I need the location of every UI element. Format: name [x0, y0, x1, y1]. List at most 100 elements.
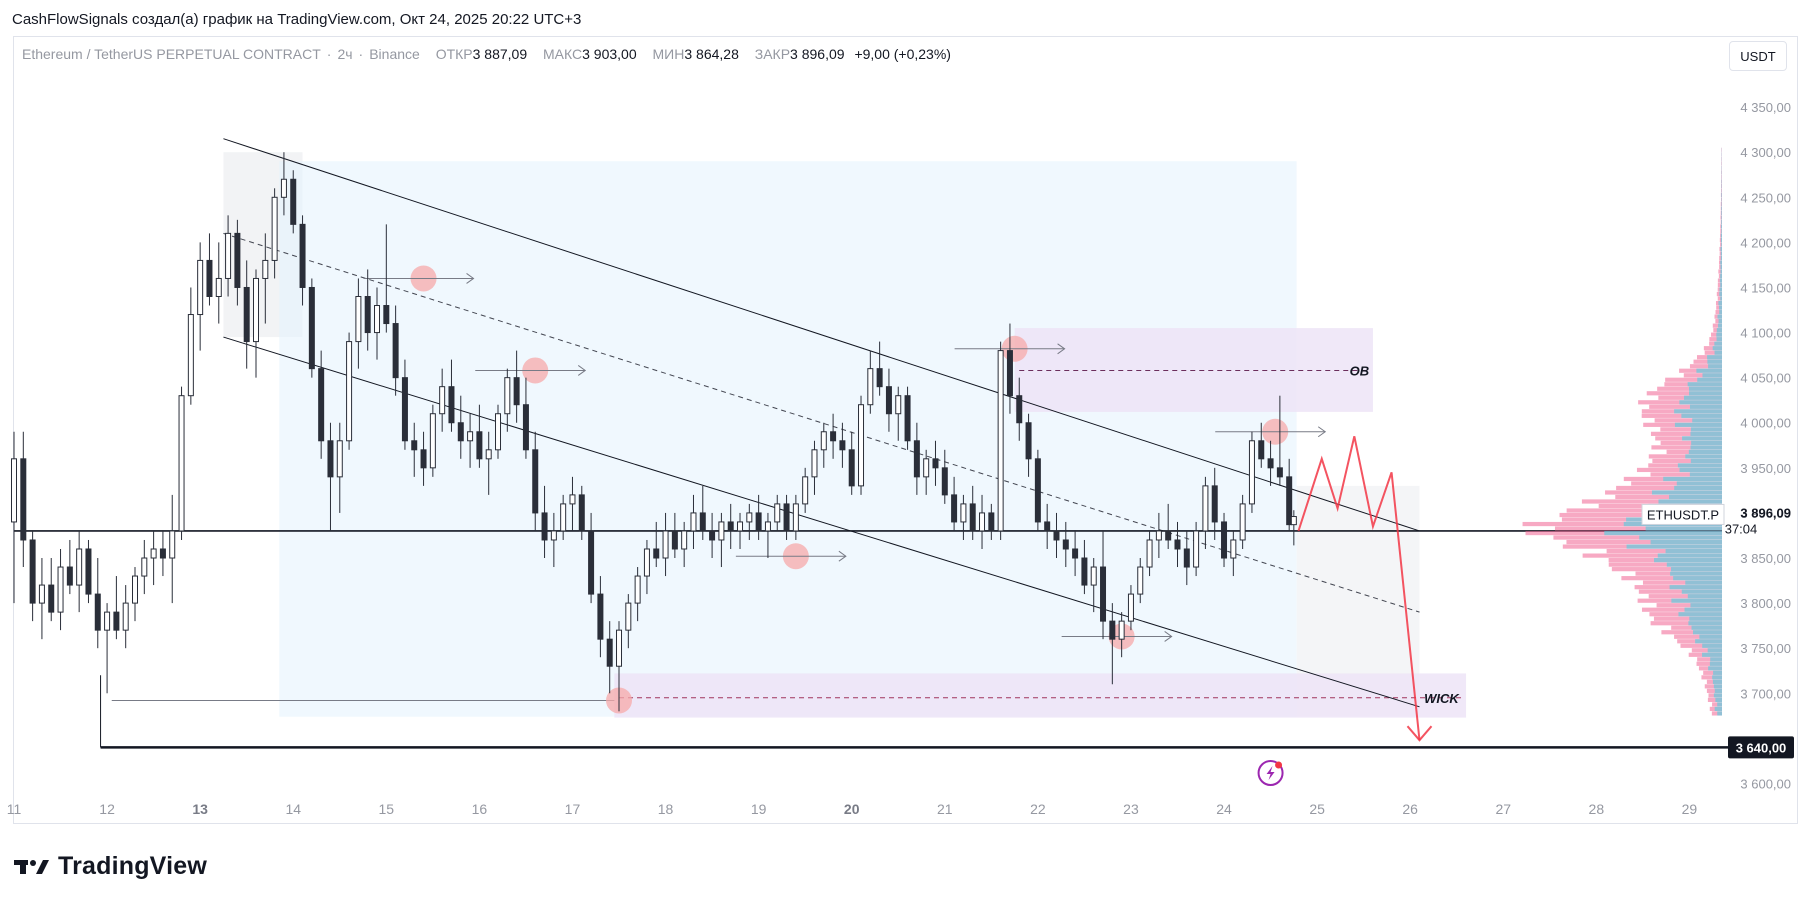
volume-profile-bar-up — [1684, 607, 1722, 612]
close-label: ЗАКР — [754, 46, 791, 62]
volume-profile-bar-up — [1721, 224, 1722, 229]
candle-body — [150, 548, 157, 559]
tradingview-logo[interactable]: TradingView — [14, 852, 207, 881]
candle-body — [1109, 620, 1116, 640]
volume-profile-bar-up — [1669, 585, 1722, 590]
time-tick-label: 23 — [1123, 801, 1139, 817]
volume-profile-bar-up — [1721, 192, 1722, 198]
price-tick-label: 4 350,00 — [1740, 100, 1791, 115]
time-tick-label: 12 — [99, 801, 115, 817]
volume-profile-bar-up — [1666, 562, 1722, 567]
candle-body — [1034, 458, 1041, 523]
volume-profile-bar-up — [1673, 576, 1722, 581]
volume-profile-bar-up — [1688, 621, 1722, 626]
volume-profile-bar-up — [1716, 328, 1722, 333]
volume-profile-bar-up — [1708, 364, 1722, 369]
volume-profile-bar-up — [1718, 305, 1722, 310]
zone-wick — [614, 673, 1467, 718]
volume-profile-bar-up — [1693, 630, 1722, 635]
volume-profile-bar-up — [1671, 567, 1722, 572]
volume-profile-bar-up — [1709, 661, 1722, 666]
candle-body — [709, 530, 716, 541]
candle-body — [1016, 395, 1023, 424]
symbol-interval[interactable]: 2ч — [337, 46, 353, 62]
candle-body — [243, 286, 250, 343]
symbol-title[interactable]: Ethereum / TetherUS PERPETUAL CONTRACT — [22, 46, 321, 62]
volume-profile-bar-up — [1639, 535, 1722, 540]
candle-body — [327, 440, 334, 478]
candle-body — [1081, 557, 1088, 586]
candle-body — [858, 404, 865, 487]
volume-profile-bar-up — [1654, 558, 1722, 563]
candle-body — [718, 521, 725, 541]
time-tick-label: 25 — [1309, 801, 1325, 817]
volume-profile-bar-up — [1719, 310, 1722, 315]
candle-body — [1221, 521, 1228, 559]
volume-profile-bar-down — [1652, 458, 1722, 464]
volume-profile-bar-up — [1712, 346, 1722, 351]
volume-profile-bar-up — [1682, 436, 1722, 441]
candle-body — [1230, 539, 1237, 559]
volume-profile-bar-down — [1661, 630, 1722, 635]
volume-profile-bar-up — [1689, 404, 1722, 409]
candle-body — [1174, 539, 1181, 550]
volume-profile-bar-up — [1716, 337, 1722, 342]
volume-profile-bar-up — [1718, 301, 1722, 306]
volume-profile-bar-up — [1720, 269, 1722, 274]
candle-body — [29, 539, 36, 604]
volume-profile-bar-up — [1674, 422, 1722, 427]
volume-profile-bar-up — [1720, 296, 1722, 301]
volume-profile-bar-up — [1674, 409, 1722, 414]
candle-body — [1165, 530, 1172, 541]
chart-frame — [13, 36, 1798, 824]
marker-arrow-head — [1317, 426, 1327, 438]
event-dot-icon — [1275, 761, 1283, 769]
candle-body — [355, 295, 362, 343]
volume-profile-bar-down — [1646, 391, 1722, 396]
volume-profile-bar-up — [1717, 702, 1722, 707]
volume-profile-bar-up — [1708, 666, 1722, 671]
candle-body — [383, 305, 390, 325]
candle-body — [1146, 539, 1153, 568]
volume-profile-bar-up — [1720, 255, 1722, 261]
currency-button[interactable]: USDT — [1729, 41, 1787, 71]
volume-profile-bar-up — [1699, 634, 1722, 639]
volume-profile-bar-down — [1651, 445, 1722, 450]
volume-profile-bar-up — [1717, 711, 1722, 716]
volume-profile-bar-down — [1665, 377, 1722, 382]
candle-body — [132, 575, 139, 604]
volume-profile-bar-down — [1720, 242, 1722, 247]
price-tick-label: 3 750,00 — [1740, 641, 1791, 656]
candle-body — [234, 232, 241, 288]
candle-body — [1118, 620, 1125, 640]
time-tick-label: 16 — [472, 801, 488, 817]
volume-profile-bar-down — [1689, 364, 1722, 369]
price-tick-label: 3 800,00 — [1740, 596, 1791, 611]
candle-body — [66, 566, 73, 586]
candle-body — [504, 377, 511, 415]
candle-body — [187, 314, 194, 397]
volume-profile-bar-down — [1720, 215, 1722, 220]
volume-profile-bar-up — [1712, 679, 1722, 684]
candle-body — [11, 458, 17, 523]
volume-profile-bar-up — [1720, 251, 1722, 256]
candle-body — [737, 521, 744, 532]
change-value: +9,00 (+0,23%) — [854, 46, 951, 62]
volume-profile-bar-down — [1641, 607, 1722, 612]
volume-profile-bar-down — [1703, 670, 1722, 675]
volume-profile-bar-up — [1691, 625, 1722, 630]
candle-body — [1267, 458, 1274, 469]
candle-body — [38, 584, 45, 604]
candle-body — [560, 503, 567, 532]
volume-profile-bar-up — [1688, 386, 1722, 391]
candle-body — [411, 440, 418, 451]
candle-body — [485, 449, 492, 460]
volume-profile-bar-down — [1721, 188, 1722, 193]
volume-profile-bar-up — [1657, 553, 1722, 558]
candle-body — [280, 178, 287, 198]
volume-profile-bar-up — [1713, 693, 1722, 698]
candle-body — [197, 259, 204, 316]
volume-profile-bar-down — [1638, 589, 1722, 594]
candle-body — [346, 341, 353, 442]
